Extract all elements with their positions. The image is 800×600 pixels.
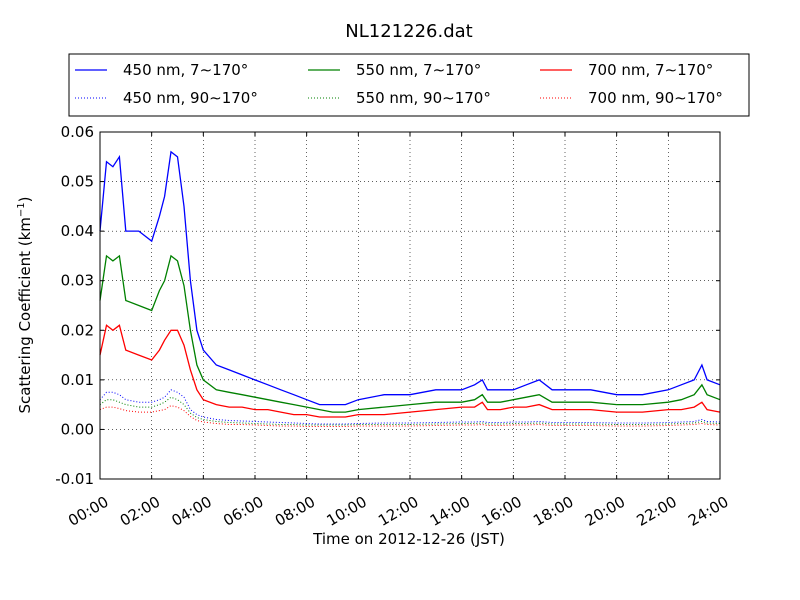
series-line — [99, 254, 721, 413]
series-line — [99, 396, 721, 426]
x-tick-label: 06:00 — [220, 493, 266, 530]
y-tick-label: 0.06 — [61, 123, 94, 141]
y-tick-label: 0.02 — [61, 321, 94, 339]
y-tick-label: 0.03 — [61, 272, 94, 290]
x-tick-label: 18:00 — [530, 493, 576, 530]
x-tick-label: 14:00 — [427, 493, 473, 530]
y-axis-label-close: ) — [16, 196, 34, 202]
chart-title: NL121226.dat — [345, 21, 472, 42]
y-axis-label-superscript: −1 — [16, 202, 27, 217]
x-tick-label: 00:00 — [65, 493, 111, 530]
legend-label: 700 nm, 90∼170° — [588, 89, 723, 107]
legend: 450 nm, 7∼170° 550 nm, 7∼170° 700 nm, 7∼17… — [68, 53, 750, 117]
y-tick-label: 0.05 — [61, 173, 94, 191]
x-tick-label: 04:00 — [168, 493, 214, 530]
y-tick-label: -0.01 — [55, 470, 94, 488]
x-tick-label: 10:00 — [323, 493, 369, 530]
y-tick-label: 0.01 — [61, 371, 94, 389]
plot-frame — [99, 131, 721, 480]
x-tick-label: 02:00 — [117, 493, 163, 530]
legend-label: 550 nm, 90∼170° — [356, 89, 491, 107]
y-tick-labels: -0.01 0.00 0.01 0.02 0.03 0.04 0.05 0.06 — [55, 123, 94, 488]
y-axis-label-main: Scattering Coefficient (km — [16, 217, 34, 413]
legend-box — [68, 53, 750, 117]
legend-label: 550 nm, 7∼170° — [356, 61, 481, 79]
series-line — [99, 405, 721, 427]
x-tick-label: 08:00 — [272, 493, 318, 530]
x-tick-label: 24:00 — [685, 493, 731, 530]
x-axis-label: Time on 2012-12-26 (JST) — [312, 530, 505, 548]
y-tick-label: 0.04 — [61, 222, 94, 240]
x-tick-label: 20:00 — [582, 493, 628, 530]
plot-background — [100, 132, 720, 479]
legend-label: 450 nm, 7∼170° — [123, 61, 248, 79]
series-lines — [99, 150, 721, 427]
y-tick-label: 0.00 — [61, 420, 94, 438]
y-axis-label: Scattering Coefficient (km−1) — [16, 196, 34, 413]
legend-label: 450 nm, 90∼170° — [123, 89, 258, 107]
series-line — [99, 389, 721, 425]
plot-area — [99, 131, 721, 480]
x-tick-labels: 00:00 02:00 04:00 06:00 08:00 10:00 12:00 14:00… — [65, 493, 731, 530]
x-tick-label: 12:00 — [375, 493, 421, 530]
series-line — [99, 324, 721, 418]
legend-label: 700 nm, 7∼170° — [588, 61, 713, 79]
x-tick-label: 16:00 — [478, 493, 524, 530]
series-line — [99, 150, 721, 406]
x-tick-label: 22:00 — [633, 493, 679, 530]
